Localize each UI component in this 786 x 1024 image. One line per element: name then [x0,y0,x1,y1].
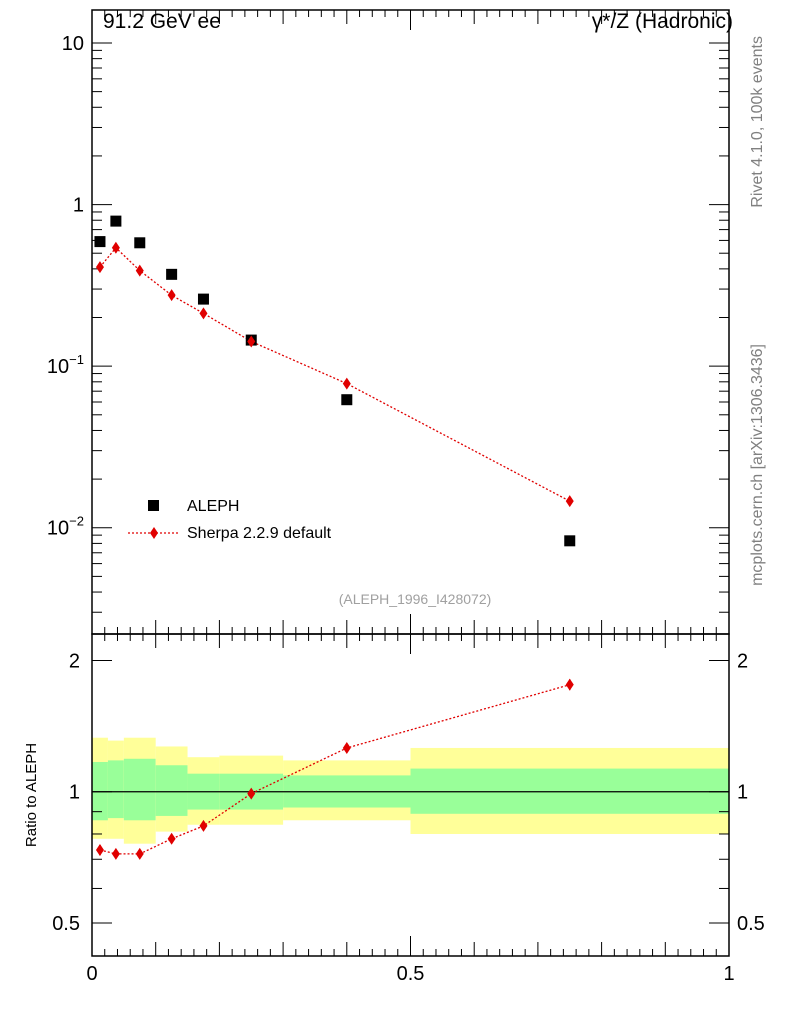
side-label-top: Rivet 4.1.0, 100k events [749,36,766,208]
ratio-xtick-label: 0.5 [397,963,425,985]
ratio-ytick-labels: 0.5 0.5 1 1 2 2 [52,650,765,935]
sherpa-point [247,335,256,348]
main-ytick-label: 10−1 [47,352,84,378]
main-ytick-label: 10 [62,33,84,55]
legend-marker-sherpa [150,527,158,539]
ratio-ytick-label-right: 2 [737,650,748,672]
ratio-ytick-label-right: 1 [737,782,748,804]
main-ytick-label-exp: −1 [69,352,84,367]
aleph-point [166,268,178,280]
main-ytick-label-base: 10 [47,356,69,378]
main-ytick-label-base: 1 [73,195,84,217]
legend-label-sherpa: Sherpa 2.2.9 default [187,525,332,542]
main-ytick-label: 10−2 [47,514,84,540]
ratio-band-inner [107,760,124,819]
sherpa-ratio-point [565,678,574,691]
sherpa-ratio-point [247,787,256,800]
analysis-id: (ALEPH_1996_I428072) [339,591,492,607]
right-title: γ*/Z (Hadronic) [592,10,733,33]
mc-line-ratio [99,684,570,855]
aleph-point [197,293,209,305]
sherpa-point [199,307,208,320]
aleph-point [341,394,353,406]
main-ytick-label-base: 10 [62,33,84,55]
sherpa-line [99,246,571,502]
sherpa-ratio-point [95,844,104,857]
main-ticks [91,10,730,634]
aleph-point [110,215,122,227]
main-ytick-label: 1 [73,195,84,217]
ratio-ticks [91,634,730,956]
ratio-markers [95,678,574,860]
sherpa-point [167,289,176,302]
side-label-bottom: mcplots.cern.ch [arXiv:1306.3436] [749,344,766,586]
sherpa-point [111,241,120,254]
mc-line-main [99,246,571,502]
ratio-bands [92,737,729,844]
sherpa-ratio-point [199,819,208,832]
legend-label-aleph: ALEPH [187,498,239,515]
ratio-ytick-label: 2 [69,650,80,672]
sherpa-ratio-point [342,741,351,754]
ratio-ytick-label: 1 [69,782,80,804]
sherpa-point [342,377,351,390]
sherpa-ratio-line [99,684,570,855]
sherpa-ratio-point [135,847,144,860]
ratio-xtick-label: 1 [723,963,734,985]
ratio-band-inner [123,758,156,821]
main-ytick-label-exp: −2 [69,514,84,529]
main-markers [94,215,576,547]
ratio-xtick-labels: 0 0.5 1 [86,963,734,985]
ratio-frame [91,633,730,957]
ratio-xtick-label: 0 [86,963,97,985]
legend-marker-aleph [148,500,159,511]
sherpa-ratio-point [167,832,176,845]
ratio-ytick-label-right: 0.5 [737,913,765,935]
ratio-ytick-label: 0.5 [52,913,80,935]
legend: ALEPH Sherpa 2.2.9 default [128,498,332,542]
ratio-panel: 0.5 0.51 12 2 0 0.5 1 Ratio to ALEPH [23,633,765,985]
main-ytick-label-base: 10 [47,518,69,540]
sherpa-ratio-point [111,847,120,860]
ratio-band-inner [155,765,188,816]
ratio-ylabel: Ratio to ALEPH [23,743,40,847]
sherpa-point [565,495,574,508]
sherpa-point [95,261,104,274]
left-title: 91.2 GeV ee [103,10,221,33]
aleph-point [564,535,576,547]
aleph-point [134,237,146,249]
aleph-point [94,236,106,248]
sherpa-point [135,264,144,277]
